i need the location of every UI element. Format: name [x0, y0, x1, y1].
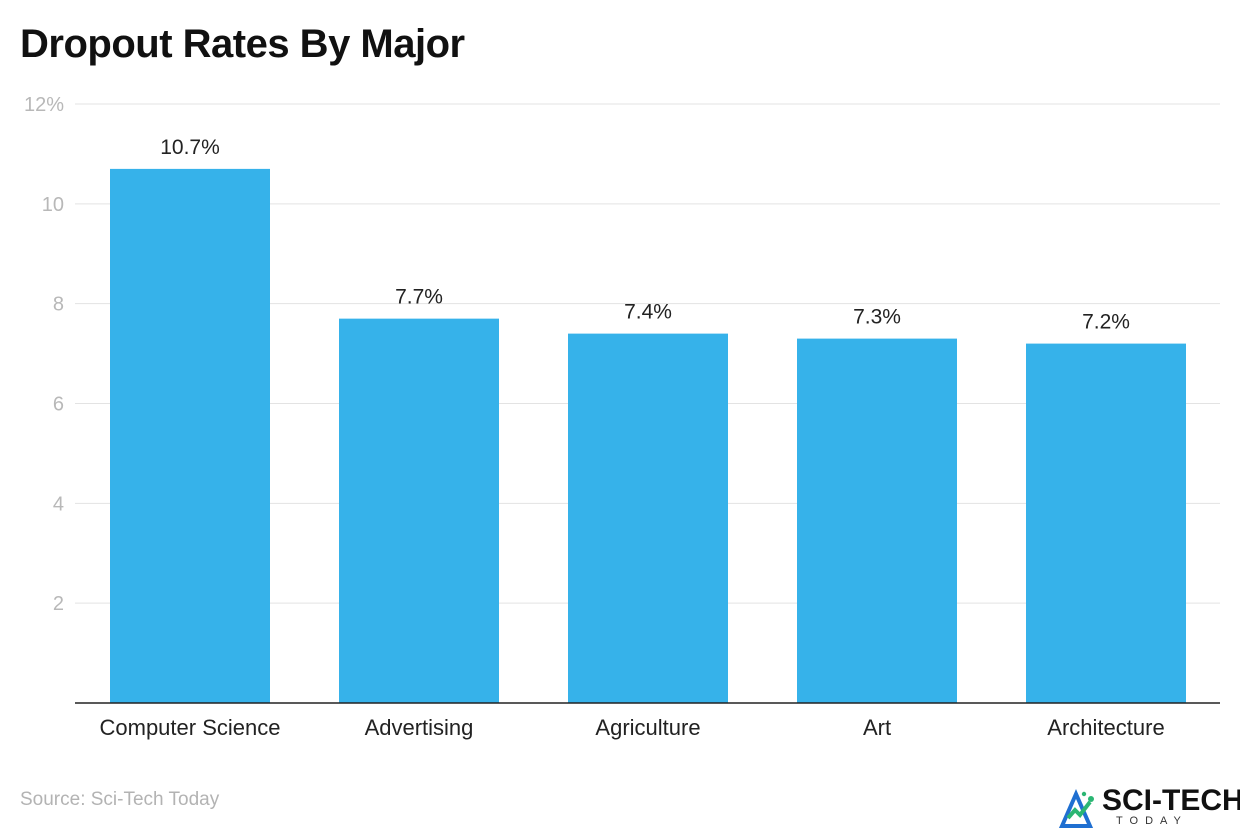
data-label: 7.4%: [624, 301, 672, 324]
x-tick-label: Agriculture: [595, 715, 700, 740]
bar: [568, 333, 728, 703]
x-tick-label: Computer Science: [100, 715, 281, 740]
x-tick-labels: Computer Science Advertising Agriculture Ar…: [100, 715, 1165, 740]
bar: [1026, 343, 1186, 703]
sci-tech-logo-icon: [1058, 789, 1094, 828]
sci-tech-logo: SCI-TECH TODAY: [1058, 784, 1240, 830]
y-tick-labels: 2 4 6 8 10 12%: [24, 94, 64, 615]
x-tick-label: Advertising: [365, 715, 474, 740]
y-tick-label: 2: [53, 593, 64, 615]
data-label: 7.7%: [395, 286, 443, 309]
bar: [797, 338, 957, 703]
x-tick-label: Art: [863, 715, 891, 740]
source-note: Source: Sci-Tech Today: [20, 789, 220, 810]
y-tick-label: 4: [53, 493, 64, 515]
x-tick-label: Architecture: [1047, 715, 1164, 740]
y-tick-label: 10: [42, 194, 64, 216]
logo-text: SCI-TECH: [1102, 784, 1240, 817]
bars: [110, 168, 1186, 703]
data-label: 10.7%: [160, 136, 220, 159]
logo-subtext: TODAY: [1116, 815, 1188, 827]
data-label: 7.2%: [1082, 311, 1130, 334]
data-label: 7.3%: [853, 306, 901, 329]
y-tick-label: 12%: [24, 94, 64, 116]
chart-title: Dropout Rates By Major: [20, 22, 465, 66]
bar: [339, 318, 499, 703]
y-tick-label: 8: [53, 294, 64, 316]
bar: [110, 168, 270, 703]
bar-chart: 2 4 6 8 10 12% 10.7% 7.7% 7.4% 7.3% 7.2% Computer…: [24, 94, 1220, 740]
y-tick-label: 6: [53, 394, 64, 416]
data-labels: 10.7% 7.7% 7.4% 7.3% 7.2%: [160, 136, 1130, 334]
